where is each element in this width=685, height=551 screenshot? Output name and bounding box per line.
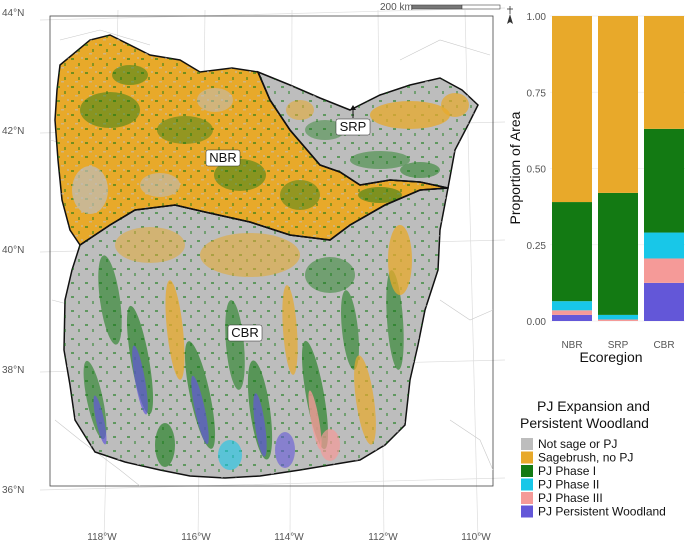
bar-segment bbox=[598, 314, 638, 320]
cbr-label: CBR bbox=[231, 325, 258, 340]
bar-segment bbox=[644, 16, 684, 129]
y-tick-label: 0.50 bbox=[527, 165, 547, 176]
bar-segment bbox=[552, 314, 592, 321]
lat-label: 42°N bbox=[2, 126, 24, 137]
y-tick-label: 1.00 bbox=[527, 12, 547, 23]
map-panel: NBR SRP CBR 200 km 44°N 42°N 40°N bbox=[2, 2, 513, 543]
region-label-cbr: CBR bbox=[227, 324, 263, 342]
lon-label: 118°W bbox=[87, 532, 117, 543]
legend-title: PJ Expansion and bbox=[537, 398, 650, 414]
y-tick-label: 0.00 bbox=[527, 317, 547, 328]
srp-vegetation bbox=[286, 93, 469, 178]
region-label-srp: SRP bbox=[335, 105, 371, 136]
north-arrow-icon bbox=[507, 6, 513, 24]
legend-swatch bbox=[521, 505, 533, 518]
chart-bars bbox=[552, 16, 684, 321]
legend-swatch bbox=[521, 465, 533, 477]
legend-item-label: PJ Phase II bbox=[538, 478, 599, 492]
lat-label: 40°N bbox=[2, 245, 24, 256]
legend-swatch bbox=[521, 492, 533, 504]
legend-subtitle: Persistent Woodland bbox=[520, 415, 649, 431]
lat-label: 36°N bbox=[2, 485, 24, 496]
nbr-cbr-boundary bbox=[79, 187, 449, 246]
legend-item-label: Not sage or PJ bbox=[538, 437, 617, 451]
bar-segment bbox=[552, 16, 592, 203]
bar-segment bbox=[552, 202, 592, 302]
y-tick-label: 0.75 bbox=[527, 88, 547, 99]
x-tick-label: CBR bbox=[653, 340, 674, 351]
chart-x-ticks: NBR SRP CBR bbox=[561, 340, 674, 351]
bar-segment bbox=[644, 232, 684, 259]
y-tick-label: 0.25 bbox=[527, 241, 547, 252]
legend-swatch bbox=[521, 438, 533, 450]
longitude-labels: 118°W 116°W 114°W 112°W 110°W bbox=[87, 532, 491, 543]
y-axis-title: Proportion of Area bbox=[507, 111, 523, 224]
latitude-labels: 44°N 42°N 40°N 38°N 36°N bbox=[2, 8, 24, 496]
nbr-label: NBR bbox=[209, 150, 236, 165]
region-label-nbr: NBR bbox=[205, 149, 241, 167]
bar-segment bbox=[644, 258, 684, 283]
lon-label: 112°W bbox=[368, 532, 398, 543]
legend-item-label: Sagebrush, no PJ bbox=[538, 451, 633, 465]
legend-swatch bbox=[521, 451, 533, 464]
legend-item-label: PJ Persistent Woodland bbox=[538, 505, 666, 519]
legend-swatch bbox=[521, 478, 533, 491]
bar-segment bbox=[598, 319, 638, 321]
x-tick-label: SRP bbox=[608, 340, 629, 351]
bar-segment bbox=[552, 310, 592, 315]
nbr-srp-boundary bbox=[257, 71, 449, 189]
bar-segment bbox=[598, 192, 638, 315]
scale-bar: 200 km bbox=[380, 2, 501, 13]
chart-y-ticks: 0.00 0.25 0.50 0.75 1.00 bbox=[527, 12, 547, 328]
x-tick-label: NBR bbox=[561, 340, 582, 351]
bar-segment bbox=[598, 16, 638, 193]
bar-segment bbox=[644, 282, 684, 321]
scale-label: 200 km bbox=[380, 2, 413, 13]
srp-label: SRP bbox=[340, 119, 367, 134]
lat-label: 44°N bbox=[2, 8, 24, 19]
bar-segment bbox=[552, 301, 592, 311]
map-frame bbox=[49, 15, 494, 487]
legend-item-label: PJ Phase I bbox=[538, 464, 596, 478]
cbr-vegetation bbox=[83, 225, 412, 470]
lon-label: 110°W bbox=[461, 532, 491, 543]
lon-label: 114°W bbox=[274, 532, 304, 543]
legend: PJ Expansion and Persistent Woodland Not… bbox=[520, 398, 666, 519]
lon-label: 116°W bbox=[181, 532, 211, 543]
bar-segment bbox=[644, 128, 684, 233]
legend-item-label: PJ Phase III bbox=[538, 491, 603, 505]
lat-label: 38°N bbox=[2, 365, 24, 376]
nbr-vegetation bbox=[72, 65, 402, 214]
x-axis-title: Ecoregion bbox=[579, 349, 642, 365]
stacked-bar-chart: 0.00 0.25 0.50 0.75 1.00 NBR SRP CBR Proportio… bbox=[507, 12, 685, 365]
